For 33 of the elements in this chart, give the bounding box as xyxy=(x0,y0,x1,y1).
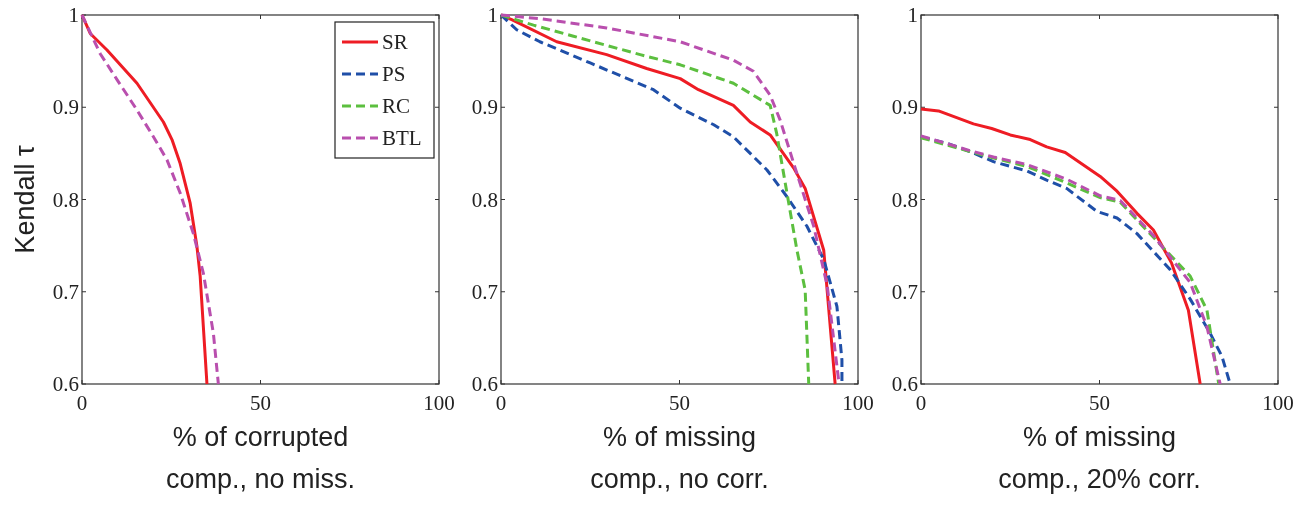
y-tick-label: 0.8 xyxy=(52,187,79,212)
legend-label: PS xyxy=(382,62,406,86)
y-tick-label: 0.9 xyxy=(52,95,79,120)
x-tick-label: 100 xyxy=(842,391,874,415)
y-tick-label: 0.7 xyxy=(891,279,918,304)
legend-label: SR xyxy=(382,30,408,54)
y-axis-title: Kendall τ xyxy=(10,145,40,254)
x-tick-label: 100 xyxy=(1262,391,1294,415)
x-axis-title: % of missing comp., no corr. xyxy=(590,422,769,494)
y-tick-label: 0.9 xyxy=(471,95,498,120)
x-tick-label: 0 xyxy=(76,391,88,415)
y-tick-label: 0.8 xyxy=(891,187,918,212)
x-tick-label: 50 xyxy=(250,391,271,415)
x-axis-title: % of missing comp., 20% corr. xyxy=(998,422,1201,494)
y-tick-label: 1 xyxy=(68,3,79,27)
legend-label: RC xyxy=(382,94,411,118)
y-tick-label: 0.9 xyxy=(891,95,918,120)
x-tick-label: 100 xyxy=(423,391,455,415)
y-tick-label: 0.6 xyxy=(471,372,498,396)
y-tick-label: 1 xyxy=(907,3,918,27)
y-tick-label: 0.8 xyxy=(471,187,498,212)
legend-label: BTL xyxy=(382,126,422,150)
x-tick-label: 0 xyxy=(915,391,927,415)
x-axis-title: % of corrupted comp., no miss. xyxy=(165,422,356,494)
y-tick-label: 0.6 xyxy=(891,372,918,396)
y-tick-label: 1 xyxy=(487,3,498,27)
y-tick-label: 0.6 xyxy=(52,372,79,396)
x-tick-label: 50 xyxy=(1089,391,1110,415)
y-tick-label: 0.7 xyxy=(52,279,79,304)
x-tick-label: 50 xyxy=(669,391,690,415)
y-tick-label: 0.7 xyxy=(471,279,498,304)
line-series xyxy=(919,107,1202,386)
x-tick-label: 0 xyxy=(495,391,507,415)
